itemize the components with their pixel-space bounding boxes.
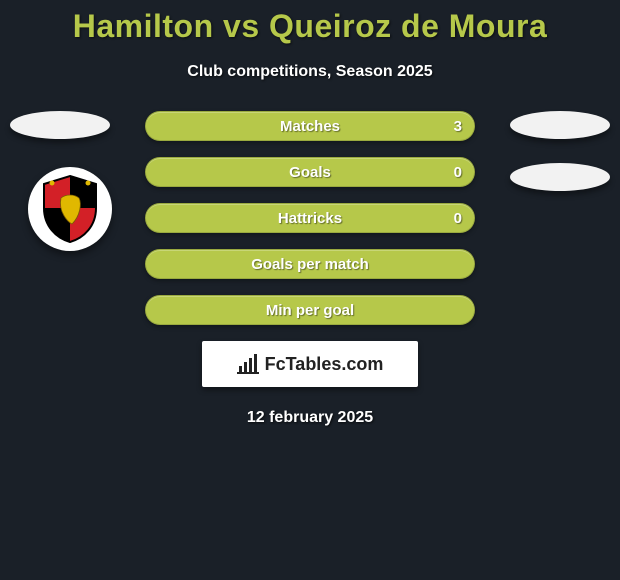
stat-label: Min per goal	[146, 296, 474, 324]
stat-label: Goals per match	[146, 250, 474, 278]
stat-label: Hattricks	[146, 204, 474, 232]
stat-row: Goals per match	[145, 249, 475, 279]
stat-row: Min per goal	[145, 295, 475, 325]
date-text: 12 february 2025	[0, 409, 620, 427]
bar-chart-icon	[237, 354, 259, 374]
player-right-placeholder-1	[510, 111, 610, 139]
stats-list: Matches 3 Goals 0 Hattricks 0 Goals per …	[145, 111, 475, 325]
page-title: Hamilton vs Queiroz de Moura	[0, 0, 620, 45]
stat-value: 3	[454, 112, 462, 140]
shield-icon	[40, 174, 100, 244]
subtitle: Club competitions, Season 2025	[0, 63, 620, 81]
source-logo-text: FcTables.com	[265, 354, 384, 375]
source-logo: FcTables.com	[202, 341, 418, 387]
club-badge	[28, 167, 112, 251]
player-right-placeholder-2	[510, 163, 610, 191]
stat-label: Matches	[146, 112, 474, 140]
stat-row: Matches 3	[145, 111, 475, 141]
stat-row: Goals 0	[145, 157, 475, 187]
stat-value: 0	[454, 158, 462, 186]
comparison-panel: Matches 3 Goals 0 Hattricks 0 Goals per …	[0, 111, 620, 427]
stat-value: 0	[454, 204, 462, 232]
stat-row: Hattricks 0	[145, 203, 475, 233]
player-left-placeholder	[10, 111, 110, 139]
stat-label: Goals	[146, 158, 474, 186]
